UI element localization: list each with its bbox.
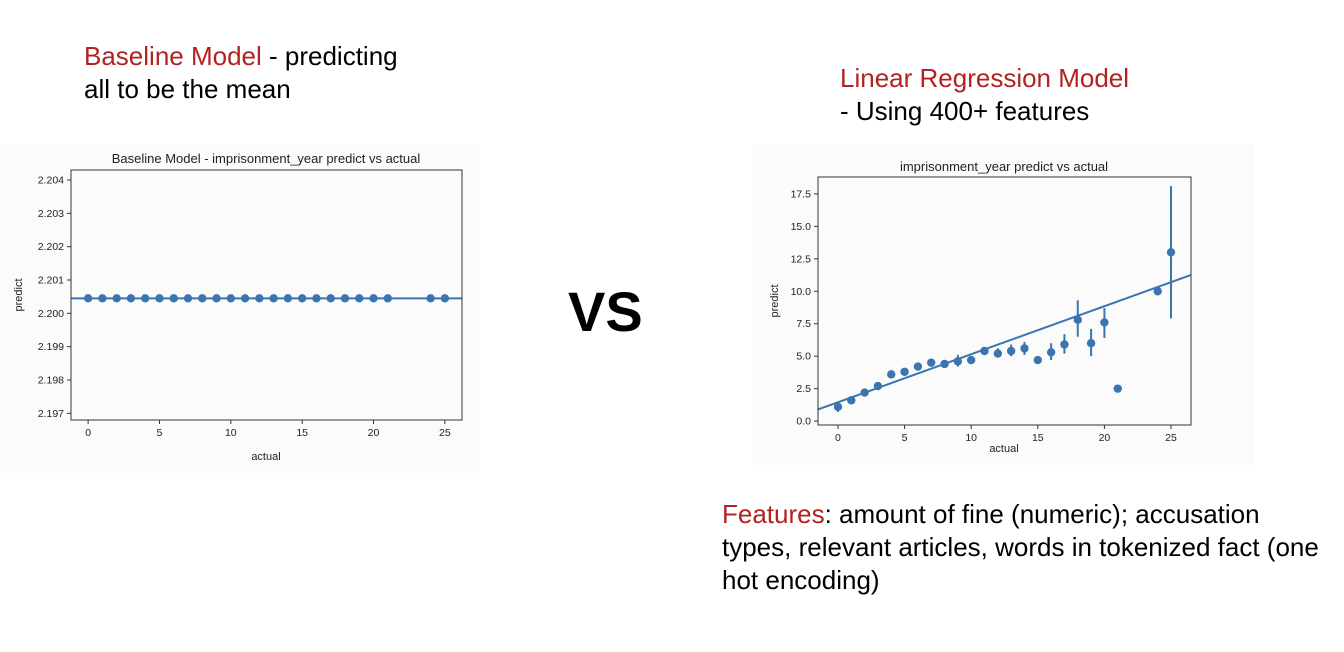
baseline-caption-rest: - predicting all to be the mean [84, 41, 398, 104]
features-text: : amount of fine (numeric); accusation t… [722, 499, 1319, 595]
x-tick-label: 0 [85, 427, 91, 439]
y-tick-label: 2.204 [38, 175, 64, 187]
data-point [993, 349, 1003, 358]
x-tick-label: 0 [835, 432, 841, 444]
y-tick-label: 2.199 [38, 341, 64, 353]
data-point [1060, 340, 1069, 349]
data-point [1073, 315, 1082, 325]
data-point [226, 294, 236, 303]
data-point [873, 381, 883, 391]
y-tick-label: 0.0 [796, 416, 811, 428]
y-tick-label: 2.197 [38, 408, 64, 420]
y-tick-label: 2.5 [796, 383, 811, 395]
vs-label: VS [568, 280, 643, 343]
data-point [269, 294, 278, 303]
data-point [1046, 348, 1056, 357]
y-tick-label: 7.5 [796, 318, 811, 330]
linreg-caption: Linear Regression Model - Using 400+ feat… [840, 62, 1200, 128]
data-point [183, 294, 193, 303]
data-point [326, 294, 335, 303]
y-axis-label: predict [13, 278, 25, 311]
baseline-caption-title: Baseline Model [84, 41, 262, 71]
linreg-chart: imprisonment_year predict vs actual 0 5 10… [752, 145, 1254, 465]
data-point [1100, 318, 1109, 327]
chart-background [0, 145, 480, 473]
y-tick-label: 2.203 [38, 208, 64, 220]
data-point [847, 396, 856, 405]
data-point [212, 294, 221, 303]
x-tick-label: 5 [157, 427, 163, 439]
x-tick-label: 10 [965, 432, 977, 444]
x-axis-label: actual [251, 451, 280, 463]
x-tick-label: 25 [1165, 432, 1177, 444]
y-tick-label: 10.0 [791, 286, 812, 298]
y-tick-label: 2.198 [38, 375, 64, 387]
data-point [1086, 338, 1096, 348]
x-tick-label: 15 [1032, 432, 1044, 444]
linreg-caption-title: Linear Regression Model [840, 63, 1130, 93]
data-point [340, 294, 350, 303]
data-point [297, 294, 307, 303]
features-label: Features [722, 499, 825, 529]
y-tick-label: 2.202 [38, 241, 64, 253]
y-tick-label: 12.5 [791, 253, 812, 265]
x-tick-label: 20 [368, 427, 380, 439]
data-point [940, 359, 949, 369]
data-point [953, 357, 963, 366]
data-point [141, 294, 150, 303]
data-point [980, 346, 989, 356]
data-point [1166, 248, 1176, 257]
data-point [833, 402, 843, 412]
chart-background [752, 145, 1254, 465]
x-tick-label: 5 [902, 432, 908, 444]
y-tick-label: 2.200 [38, 308, 64, 320]
data-point [240, 294, 250, 303]
y-axis-label: predict [769, 284, 781, 317]
data-point [1113, 384, 1122, 393]
data-point [440, 294, 450, 303]
data-point [913, 362, 923, 371]
data-point [1006, 346, 1016, 356]
y-tick-label: 2.201 [38, 275, 64, 287]
data-point [169, 294, 178, 303]
data-point [126, 294, 136, 303]
y-tick-label: 5.0 [796, 351, 811, 363]
x-axis-label: actual [989, 443, 1018, 455]
y-tick-label: 17.5 [791, 188, 812, 200]
data-point [283, 294, 293, 303]
x-tick-label: 25 [439, 427, 451, 439]
data-point [1033, 355, 1043, 365]
plot-frame [817, 176, 1192, 426]
x-tick-label: 10 [225, 427, 237, 439]
data-point [112, 294, 121, 303]
data-point [83, 294, 93, 303]
data-point [900, 367, 909, 376]
data-point [355, 294, 364, 303]
baseline-chart: Baseline Model - imprisonment_year predi… [0, 145, 480, 473]
baseline-caption: Baseline Model - predicting all to be th… [84, 40, 404, 106]
data-point [255, 294, 264, 303]
data-point [312, 294, 321, 303]
chart-title: imprisonment_year predict vs actual [900, 159, 1108, 174]
data-point [966, 355, 976, 365]
x-tick-label: 20 [1099, 432, 1111, 444]
data-point [98, 294, 107, 303]
data-point [860, 388, 869, 397]
features-note: Features: amount of fine (numeric); accu… [722, 498, 1322, 597]
data-point [426, 294, 435, 303]
data-point [369, 294, 378, 303]
linreg-caption-rest: - Using 400+ features [840, 96, 1090, 126]
plot-frame [70, 169, 463, 421]
data-point [927, 358, 936, 367]
x-tick-label: 15 [296, 427, 308, 439]
data-point [198, 294, 207, 303]
y-tick-label: 15.0 [791, 221, 812, 233]
data-point [887, 370, 896, 379]
data-point [1153, 287, 1162, 296]
chart-title: Baseline Model - imprisonment_year predi… [112, 151, 421, 166]
data-point [383, 294, 392, 303]
data-point [155, 294, 164, 303]
data-point [1020, 344, 1029, 353]
